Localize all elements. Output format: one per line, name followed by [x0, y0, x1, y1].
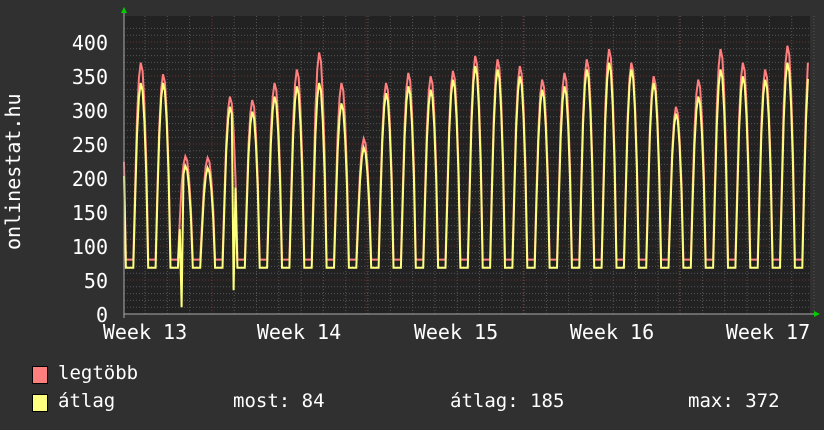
legend-atlag: átlag	[58, 390, 116, 412]
stat-most: most: 84	[233, 390, 325, 412]
y-tick-label: 400	[72, 31, 108, 55]
x-tick-label: Week 17	[726, 320, 810, 344]
y-tick-label: 300	[72, 99, 108, 123]
y-tick-label: 50	[84, 269, 108, 293]
x-tick-label: Week 14	[257, 320, 341, 344]
legend-legtobb: legtöbb	[58, 362, 139, 384]
x-tick-label: Week 15	[414, 320, 498, 344]
y-tick-label: 200	[72, 167, 108, 191]
y-tick-label: 250	[72, 133, 108, 157]
x-tick-label: Week 16	[570, 320, 654, 344]
stat-max: max: 372	[688, 390, 780, 412]
x-tick-label: Week 13	[103, 320, 187, 344]
y-tick-label: 100	[72, 235, 108, 259]
x-axis-arrow-icon	[814, 311, 820, 317]
legend-swatch-legtobb	[32, 366, 48, 384]
stat-atlag: átlag: 185	[450, 390, 565, 412]
y-axis-label: onlinestat.hu	[1, 93, 25, 250]
series-line-atlag	[123, 62, 809, 308]
legend-swatch-atlag	[32, 394, 48, 412]
y-tick-label: 0	[96, 303, 108, 327]
plot-area	[124, 16, 810, 314]
y-axis-arrow-icon	[121, 7, 127, 13]
y-tick-label: 350	[72, 65, 108, 89]
y-tick-label: 150	[72, 201, 108, 225]
